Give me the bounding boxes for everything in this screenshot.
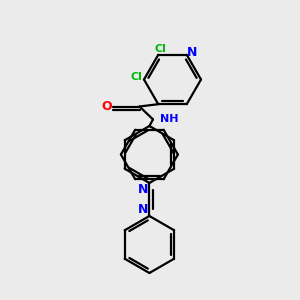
Text: Cl: Cl xyxy=(130,72,142,82)
Text: O: O xyxy=(102,100,112,113)
Text: N: N xyxy=(138,203,148,216)
Text: Cl: Cl xyxy=(154,44,166,54)
Text: N: N xyxy=(138,183,148,196)
Text: NH: NH xyxy=(160,113,178,124)
Text: N: N xyxy=(187,46,197,59)
